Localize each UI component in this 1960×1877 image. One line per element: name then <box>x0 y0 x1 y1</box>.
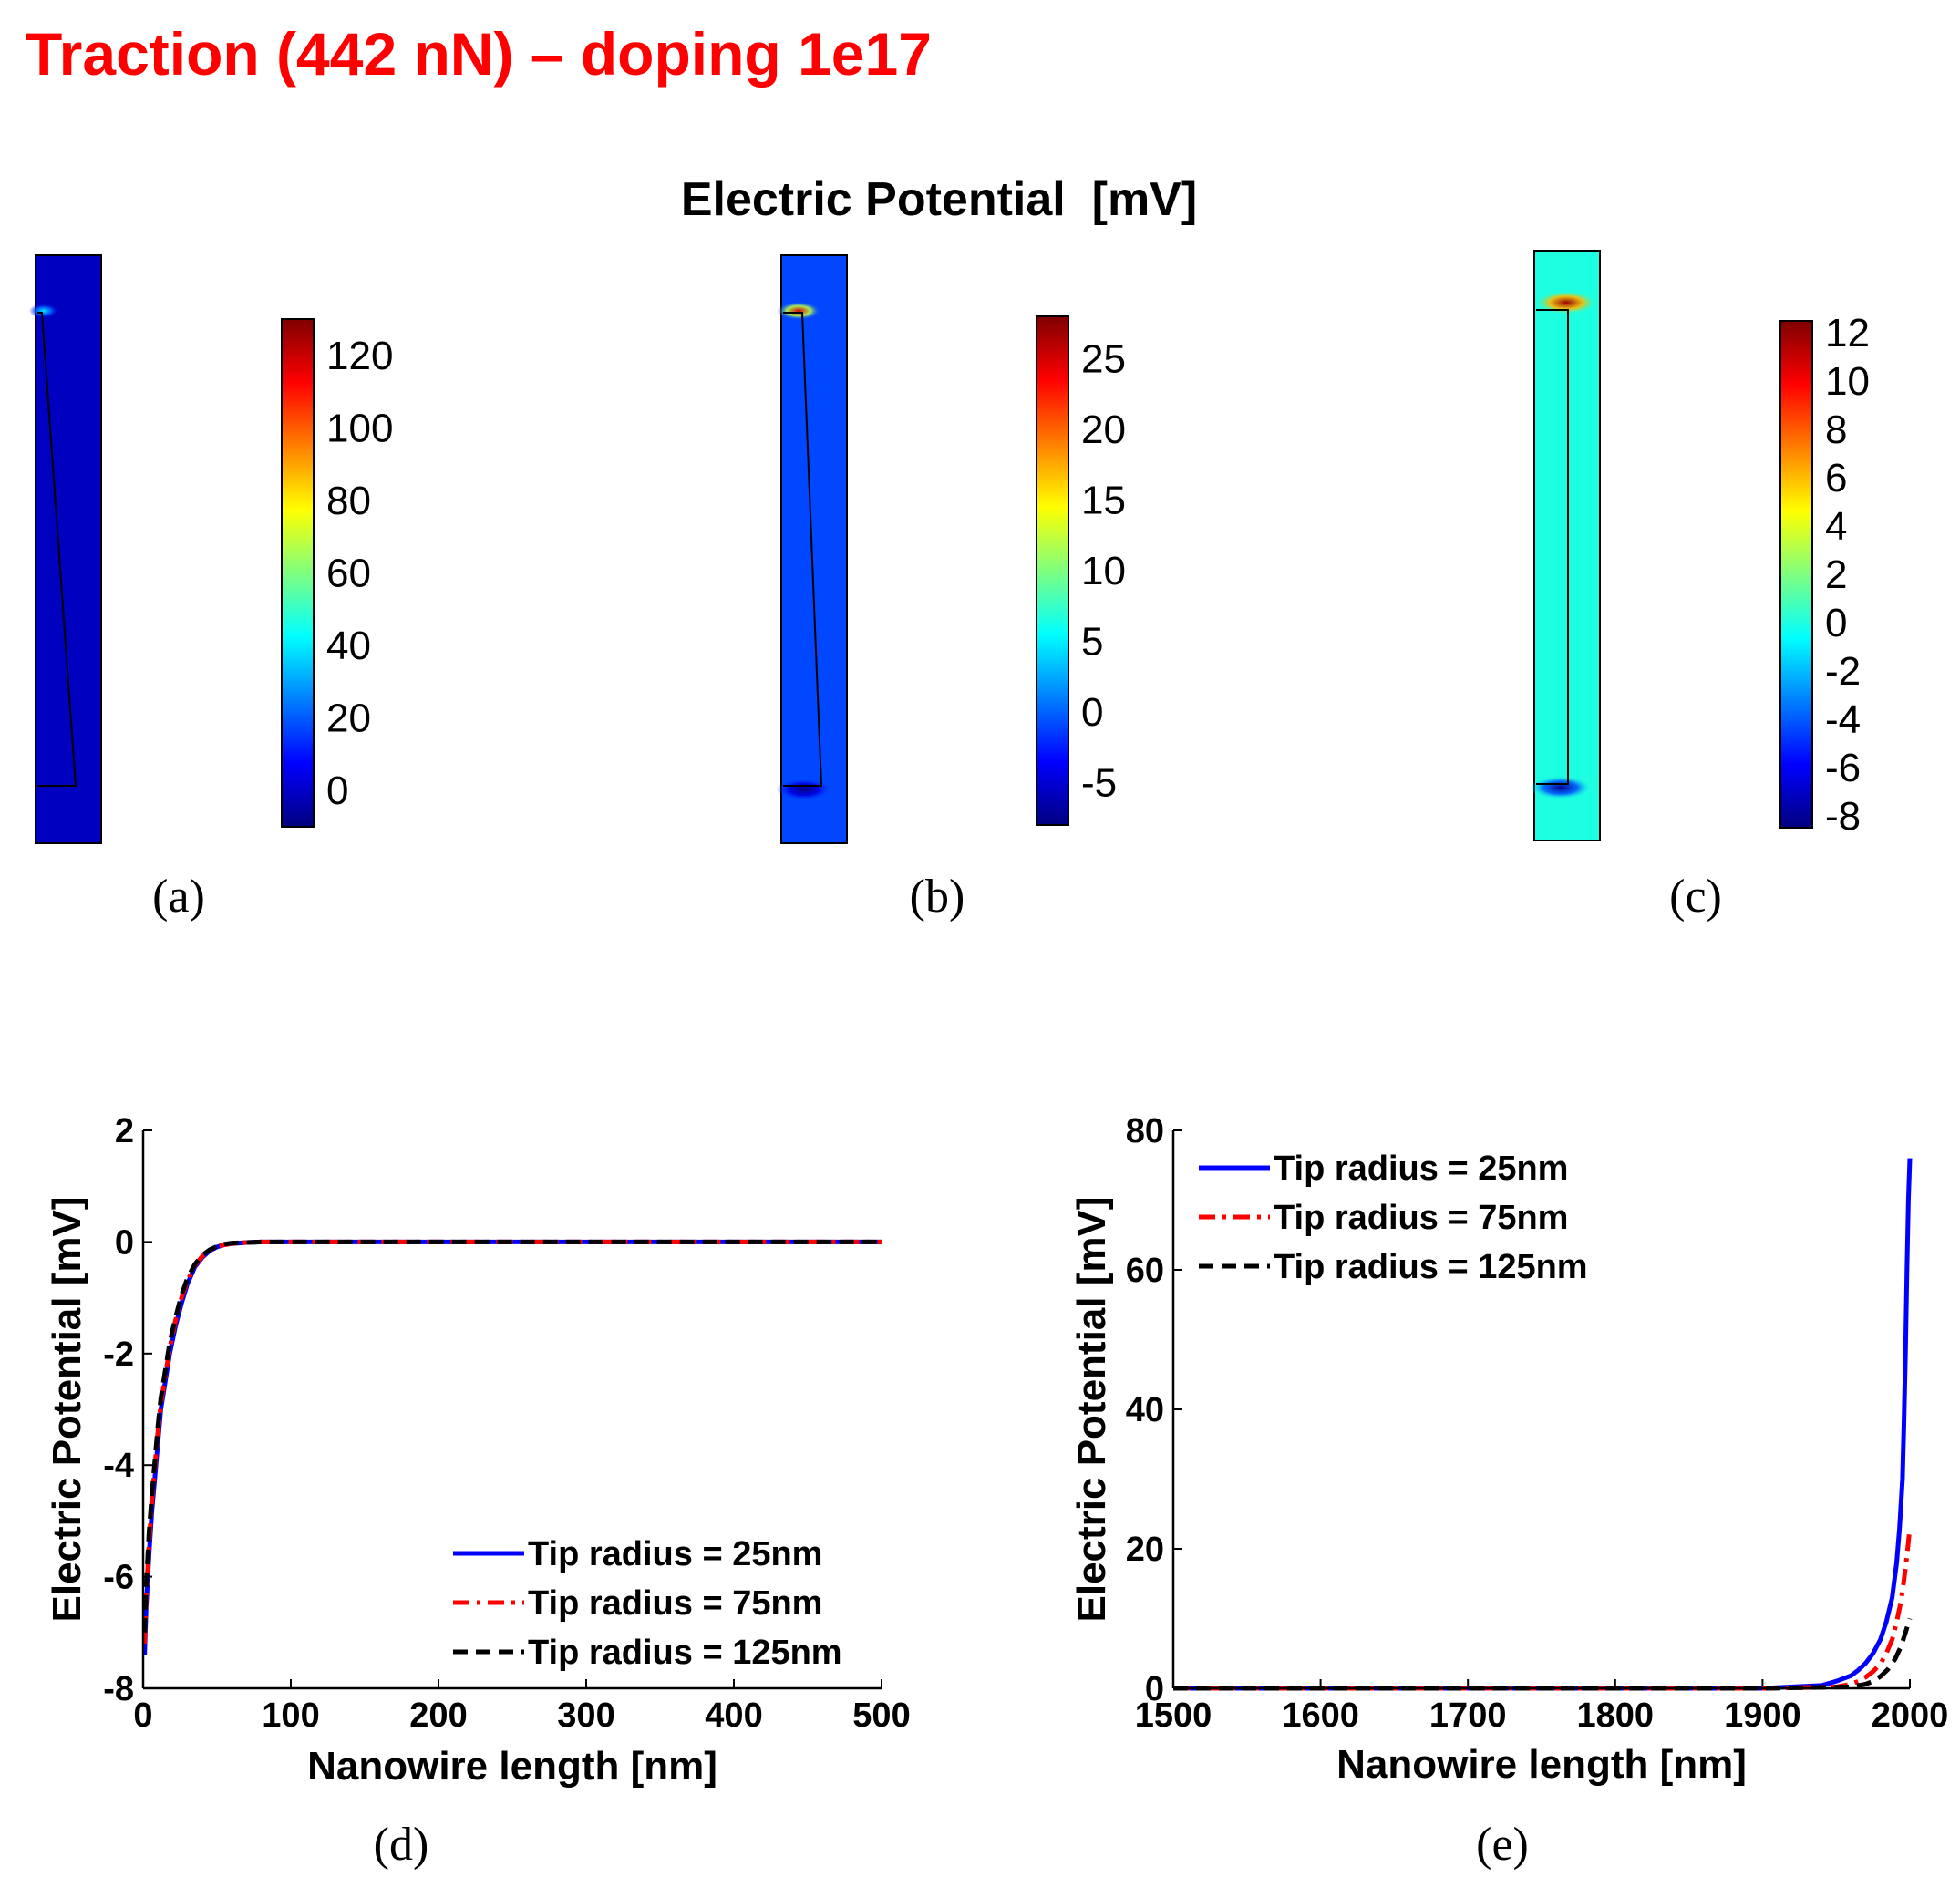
y-tick-label: -4 <box>103 1447 134 1485</box>
y-tick-label: 60 <box>1126 1252 1164 1290</box>
colorbar-tick-label: 100 <box>326 406 393 450</box>
colorbar-tick-label: 120 <box>326 334 393 378</box>
x-tick-label: 1900 <box>1724 1697 1801 1735</box>
ylabel-e: Electric Potential [mV] <box>1069 1196 1114 1622</box>
x-tick-label: 2000 <box>1872 1697 1949 1735</box>
colorbar-tick-label: 60 <box>326 552 371 596</box>
xlabel-e: Nanowire length [nm] <box>1336 1742 1747 1787</box>
colorbar-tick-label: 6 <box>1825 456 1847 500</box>
colorbar-tick-label: 2 <box>1825 552 1847 597</box>
colorbar-tick-label: 5 <box>1081 620 1103 665</box>
map-a-background <box>35 254 102 844</box>
y-tick-label: -6 <box>103 1559 134 1597</box>
colorbar-tick-label: 0 <box>1081 690 1103 735</box>
xlabel-d: Nanowire length [nm] <box>307 1744 717 1789</box>
map-b-top-hotspot <box>777 302 820 320</box>
colorbar-tick-label: 12 <box>1825 311 1870 356</box>
series-line-2 <box>1173 1527 1913 1691</box>
panel-b: 25 20 15 10 5 0 -5 (b) <box>777 254 1126 923</box>
panel-label-e: (e) <box>1476 1819 1529 1871</box>
x-tick-label: 100 <box>262 1697 319 1735</box>
map-c-nanowire-outline <box>1536 309 1569 785</box>
colorbar-tick-label: -5 <box>1081 761 1117 806</box>
legend-label-1: Tip radius = 25nm <box>1274 1150 1568 1188</box>
colorbar-tick-label: 10 <box>1825 359 1870 404</box>
panel-label-c: (c) <box>1669 871 1722 923</box>
y-tick-label: 40 <box>1126 1391 1164 1429</box>
panel-label-b: (b) <box>910 871 965 923</box>
panel-label-d: (d) <box>374 1819 429 1871</box>
legend-label-1: Tip radius = 25nm <box>528 1535 822 1573</box>
y-tick-label: 2 <box>115 1112 134 1150</box>
series-line-3 <box>142 1239 882 1633</box>
panel-e: 1500 1600 1700 1800 1900 2000 80 60 40 20 0 Tip ra… <box>1069 1112 1948 1871</box>
series-line-3 <box>1173 1617 1913 1691</box>
y-tick-label: -2 <box>103 1336 134 1374</box>
x-tick-label: 0 <box>133 1697 152 1735</box>
map-a-top-hotspot <box>29 304 58 318</box>
colorbar-tick-label: -8 <box>1825 794 1861 839</box>
ylabel-d: Electric Potential [mV] <box>45 1196 89 1622</box>
x-tick-label: 1800 <box>1577 1697 1655 1735</box>
panel-a: 120 100 80 60 40 20 0 (a) <box>29 254 393 923</box>
x-tick-label: 400 <box>705 1697 762 1735</box>
legend-label-2: Tip radius = 75nm <box>1274 1199 1568 1237</box>
page-title: Traction (442 nN) – doping 1e17 <box>26 20 932 88</box>
colorbar-tick-label: 25 <box>1081 337 1126 382</box>
y-tick-label: 0 <box>1145 1670 1164 1708</box>
map-b-background <box>780 254 848 844</box>
colorbar-tick-label: 80 <box>326 479 371 523</box>
series-line-1 <box>1173 1158 1913 1691</box>
colorbar-tick-label: 0 <box>326 768 348 813</box>
y-tick-label: 80 <box>1126 1112 1164 1150</box>
colorbar-tick-label: -2 <box>1825 649 1861 694</box>
x-tick-label: 1500 <box>1135 1697 1212 1735</box>
map-c-top-hotspot <box>1535 291 1597 315</box>
legend-label-2: Tip radius = 75nm <box>528 1584 822 1623</box>
x-tick-label: 1700 <box>1429 1697 1507 1735</box>
legend-label-3: Tip radius = 125nm <box>1274 1248 1588 1286</box>
series-line-2 <box>142 1239 882 1645</box>
map-b-bottom-hotspot <box>777 779 831 800</box>
colorbar-tick-label: 4 <box>1825 504 1847 549</box>
x-tick-label: 200 <box>409 1697 467 1735</box>
y-tick-label: 0 <box>115 1223 134 1262</box>
x-tick-label: 1600 <box>1282 1697 1359 1735</box>
colorbar-tick-label: -6 <box>1825 746 1861 790</box>
colorbar-tick-label: 20 <box>326 696 371 741</box>
colorbar-a <box>281 318 315 828</box>
colorbar-tick-label: -4 <box>1825 697 1861 742</box>
x-tick-label: 300 <box>557 1697 614 1735</box>
y-tick-label: -8 <box>103 1670 134 1708</box>
panel-label-a: (a) <box>152 871 205 923</box>
colorbar-tick-label: 15 <box>1081 479 1126 523</box>
colorbar-tick-label: 20 <box>1081 407 1126 452</box>
colorbar-tick-label: 8 <box>1825 407 1847 452</box>
colorbar-b <box>1036 315 1069 826</box>
legend-label-3: Tip radius = 125nm <box>528 1634 842 1672</box>
x-tick-label: 500 <box>852 1697 910 1735</box>
colorbar-tick-label: 40 <box>326 624 371 668</box>
map-c-bottom-hotspot <box>1530 776 1592 799</box>
map-a-nanowire-outline <box>37 312 77 787</box>
panel-d: 0 100 200 300 400 500 2 0 -2 -4 -6 -8 Tip radius = … <box>45 1112 911 1871</box>
y-tick-label: 20 <box>1126 1531 1164 1569</box>
maps-title: Electric Potential [mV] <box>681 173 1197 226</box>
map-b-nanowire-outline <box>783 312 823 787</box>
colorbar-tick-label: 10 <box>1081 549 1126 593</box>
colorbar-c <box>1779 320 1813 829</box>
colorbar-tick-label: 0 <box>1825 601 1847 645</box>
